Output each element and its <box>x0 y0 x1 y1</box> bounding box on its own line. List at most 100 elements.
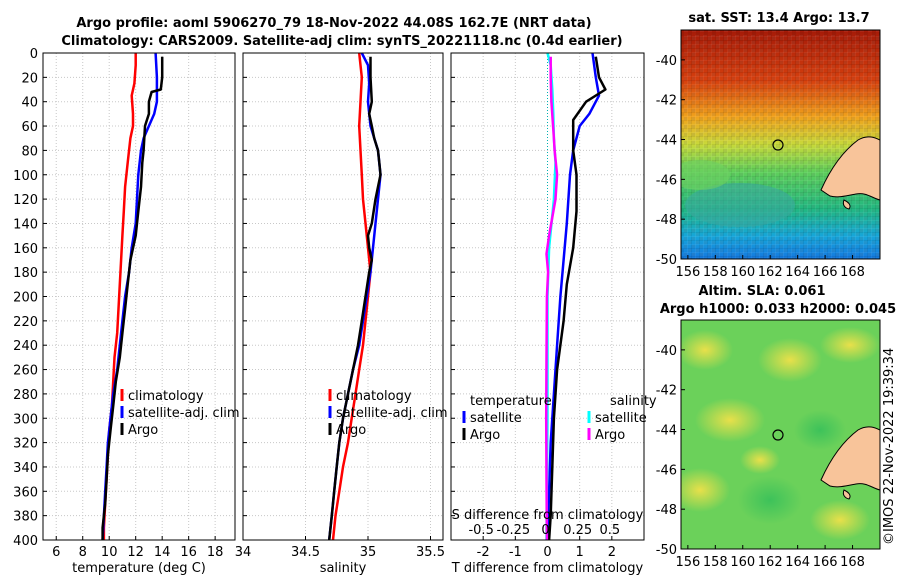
legend-label: climatology <box>336 389 412 404</box>
x-axis-label: temperature (deg C) <box>72 561 206 576</box>
y-tick-label: 300 <box>13 412 38 427</box>
y-tick-label: 280 <box>13 388 38 403</box>
y-tick-label: 80 <box>21 144 38 159</box>
map-x-tick-label: 160 <box>730 265 755 280</box>
x-tick-label: 8 <box>79 545 87 560</box>
x-tick-label: 35.5 <box>416 545 445 560</box>
map-x-tick-label: 168 <box>840 555 865 570</box>
map-x-tick-label: 168 <box>840 265 865 280</box>
series-line-salinity-argo <box>544 56 559 541</box>
map-x-tick-label: 158 <box>703 265 728 280</box>
sst-argo-marker <box>772 139 784 151</box>
map-x-tick-label: 156 <box>675 555 700 570</box>
map-x-tick-label: 166 <box>813 265 838 280</box>
legend-label: Argo <box>128 423 158 438</box>
x-axis-label-top: S difference from climatology <box>452 508 644 523</box>
y-tick-label: 260 <box>13 364 38 379</box>
y-tick-label: 100 <box>13 169 38 184</box>
map-x-tick-label: 158 <box>703 555 728 570</box>
legend-label: Argo <box>470 428 500 443</box>
y-tick-label: 160 <box>13 242 38 257</box>
plot-frame <box>42 52 236 541</box>
map-y-tick-label: -48 <box>656 503 677 518</box>
x-tick-label: 1 <box>576 545 584 560</box>
y-tick-label: 220 <box>13 315 38 330</box>
y-tick-label: 400 <box>13 534 38 549</box>
map-x-tick-label: 162 <box>758 265 783 280</box>
legend-label: Argo <box>336 423 366 438</box>
y-tick-label: 20 <box>21 71 38 86</box>
y-tick-label: 40 <box>21 96 38 111</box>
profile-panel-temperature: 6 8 10 12 14 16 180204060801001201401601802002… <box>13 47 239 576</box>
series-line-argo <box>327 56 382 541</box>
map-y-tick-label: -50 <box>656 253 677 268</box>
map-y-tick-label: -40 <box>656 54 677 69</box>
s-tick-label: 0.5 <box>599 523 620 538</box>
legend-label: satellite-adj. clim <box>128 406 240 421</box>
x-axis-label: salinity <box>320 561 367 576</box>
map-x-tick-label: 166 <box>813 555 838 570</box>
x-tick-label: 10 <box>101 545 118 560</box>
map-x-tick-label: 156 <box>675 265 700 280</box>
y-tick-label: 180 <box>13 266 38 281</box>
y-tick-label: 120 <box>13 193 38 208</box>
map-y-tick-label: -42 <box>656 384 677 399</box>
y-tick-label: 340 <box>13 461 38 476</box>
sla-map-title-line1: Altim. SLA: 0.061 <box>699 284 826 299</box>
y-tick-label: 60 <box>21 120 38 135</box>
profile-panel-difference: -2 -1 0 1 2T difference from climatology S di… <box>450 52 657 576</box>
x-tick-label: 35 <box>360 545 377 560</box>
x-axis-label: T difference from climatology <box>451 561 644 576</box>
legend-label: climatology <box>128 389 204 404</box>
map-y-tick-label: -44 <box>656 134 677 149</box>
map-y-tick-label: -48 <box>656 213 677 228</box>
y-tick-label: 240 <box>13 339 38 354</box>
legend-label: satellite <box>470 411 522 426</box>
legend-label: Argo <box>595 428 625 443</box>
plot-frame <box>242 52 444 541</box>
x-tick-label: -1 <box>509 545 522 560</box>
y-tick-label: 200 <box>13 291 38 306</box>
x-tick-label: 34.5 <box>291 545 320 560</box>
x-tick-label: 34 <box>235 545 252 560</box>
x-tick-label: 14 <box>154 545 171 560</box>
map-y-tick-label: -50 <box>656 543 677 558</box>
legend-temperature-title: temperature <box>470 394 552 409</box>
sst-map-title: sat. SST: 13.4 Argo: 13.7 <box>688 11 869 26</box>
map-y-tick-label: -42 <box>656 94 677 109</box>
s-tick-label: -0.5 <box>468 523 493 538</box>
chart-title-line2: Climatology: CARS2009. Satellite-adj cli… <box>61 34 622 49</box>
legend-label: satellite-adj. clim <box>336 406 448 421</box>
y-tick-label: 0 <box>30 47 38 62</box>
x-tick-label: 16 <box>180 545 197 560</box>
sla-map: Altim. SLA: 0.061 Argo h1000: 0.033 h200… <box>656 284 896 570</box>
s-tick-label: -0.25 <box>497 523 531 538</box>
x-tick-label: 18 <box>207 545 224 560</box>
map-y-tick-label: -40 <box>656 344 677 359</box>
plot-frame <box>450 52 645 541</box>
series-line-temperature-satellite <box>546 52 601 541</box>
sla-map-title-line2: Argo h1000: 0.033 h2000: 0.045 <box>660 302 896 317</box>
map-y-tick-label: -46 <box>656 173 677 188</box>
s-tick-label: 0.25 <box>563 523 592 538</box>
s-tick-label: 0 <box>541 523 549 538</box>
x-tick-label: 12 <box>127 545 144 560</box>
sla-argo-marker <box>772 429 784 441</box>
y-tick-label: 140 <box>13 217 38 232</box>
y-tick-label: 380 <box>13 510 38 525</box>
map-x-tick-label: 160 <box>730 555 755 570</box>
sst-map: sat. SST: 13.4 Argo: 13.7 156 158 160 162 16… <box>656 11 881 280</box>
series-line-argo <box>101 56 164 540</box>
y-tick-label: 320 <box>13 437 38 452</box>
legend-salinity-title: salinity <box>610 394 657 409</box>
x-tick-label: 2 <box>608 545 616 560</box>
map-x-tick-label: 162 <box>758 555 783 570</box>
imos-watermark: ©IMOS 22-Nov-2022 19:39:34 <box>882 348 897 545</box>
x-tick-label: 6 <box>52 545 60 560</box>
y-tick-label: 360 <box>13 485 38 500</box>
chart-title-line1: Argo profile: aoml 5906270_79 18-Nov-202… <box>76 16 591 31</box>
profile-panel-salinity: 34 34.5 35 35.5 salinity climatology satellite… <box>235 52 448 576</box>
map-y-tick-label: -44 <box>656 424 677 439</box>
series-line-temperature-argo <box>547 56 607 541</box>
map-y-tick-label: -46 <box>656 463 677 478</box>
